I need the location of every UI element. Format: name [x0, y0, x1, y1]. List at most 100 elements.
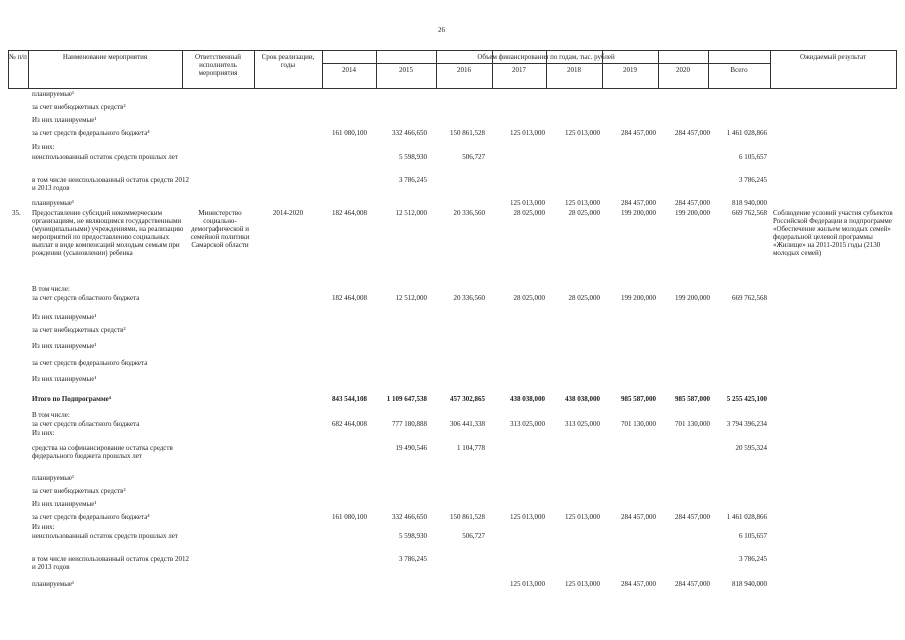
- cell-value: 20 595,324: [735, 444, 768, 452]
- table-line: [322, 50, 323, 88]
- row-responsible: Министерство социально-демографической и…: [190, 209, 250, 249]
- cell-value: 161 080,100: [332, 513, 367, 521]
- cell-value: 1 109 647,538: [386, 395, 427, 403]
- row-label: планируемые¹: [32, 474, 75, 482]
- row-label: за счет внебюджетных средств²: [32, 487, 126, 495]
- cell-value: 313 025,000: [565, 420, 600, 428]
- row-result: Соблюдение условий участия субъектов Рос…: [773, 209, 893, 257]
- row-label: Из них планируемые¹: [32, 500, 97, 508]
- row-label: за счет средств областного бюджета: [32, 294, 140, 302]
- table-line: [28, 50, 29, 88]
- row-label: Из них планируемые¹: [32, 116, 97, 124]
- row-label: Предоставление субсидий некоммерческим о…: [32, 209, 184, 257]
- row-label: за счет внебюджетных средств²: [32, 326, 126, 334]
- row-label: Из них планируемые¹: [32, 375, 97, 383]
- cell-value: 12 512,000: [395, 209, 428, 217]
- cell-value: 284 457,000: [675, 580, 710, 588]
- cell-value: 1 461 028,866: [726, 129, 767, 137]
- table-line: [8, 50, 897, 51]
- year-header: 2017: [512, 66, 526, 74]
- cell-value: 3 786,245: [739, 555, 767, 563]
- cell-value: 125 013,000: [510, 129, 545, 137]
- cell-value: 28 025,000: [568, 209, 601, 217]
- cell-value: 284 457,000: [621, 129, 656, 137]
- table-line: [492, 50, 493, 88]
- year-header: 2020: [676, 66, 690, 74]
- row-label: за счет внебюджетных средств²: [32, 103, 126, 111]
- table-line: [602, 50, 603, 88]
- cell-value: 125 013,000: [565, 199, 600, 207]
- year-header: 2019: [623, 66, 637, 74]
- cell-value: 125 013,000: [565, 513, 600, 521]
- cell-value: 199 200,000: [621, 294, 656, 302]
- cell-value: 199 200,000: [621, 209, 656, 217]
- row-label: неиспользованный остаток средств прошлых…: [32, 532, 178, 540]
- cell-value: 284 457,000: [621, 199, 656, 207]
- cell-value: 20 336,560: [453, 294, 486, 302]
- cell-value: 457 302,865: [450, 395, 485, 403]
- cell-value: 506,727: [462, 532, 485, 540]
- table-line: [436, 50, 437, 88]
- cell-value: 669 762,568: [732, 209, 767, 217]
- table-line: [182, 50, 183, 88]
- row-label: Из них планируемые¹: [32, 342, 97, 350]
- year-header: 2018: [567, 66, 581, 74]
- cell-value: 313 025,000: [510, 420, 545, 428]
- cell-value: 6 105,657: [739, 153, 767, 161]
- cell-value: 3 786,245: [739, 176, 767, 184]
- table-line: [8, 50, 9, 88]
- row-label: за счет средств федерального бюджета⁴: [32, 513, 150, 521]
- row-label: в том числе неиспользованный остаток сре…: [32, 176, 189, 192]
- cell-value: 818 940,000: [732, 580, 767, 588]
- row-label: Из них:: [32, 143, 55, 151]
- cell-value: 284 457,000: [621, 580, 656, 588]
- table-line: [896, 50, 897, 88]
- row-number: 35.: [12, 209, 21, 217]
- cell-value: 6 105,657: [739, 532, 767, 540]
- cell-value: 125 013,000: [565, 580, 600, 588]
- cell-value: 985 587,000: [675, 395, 710, 403]
- year-header: 2016: [457, 66, 471, 74]
- cell-value: 284 457,000: [675, 199, 710, 207]
- cell-value: 182 464,008: [332, 294, 367, 302]
- cell-value: 284 457,000: [675, 129, 710, 137]
- row-label: неиспользованный остаток средств прошлых…: [32, 153, 178, 161]
- table-line: [546, 50, 547, 88]
- cell-value: 125 013,000: [510, 199, 545, 207]
- year-header: 2015: [399, 66, 413, 74]
- row-label: В том числе:: [32, 411, 70, 419]
- row-label: за счет средств областного бюджета: [32, 420, 140, 428]
- row-label: Итого по Подпрограмме⁴: [32, 395, 111, 403]
- cell-value: 701 130,000: [675, 420, 710, 428]
- cell-value: 669 762,568: [732, 294, 767, 302]
- cell-value: 1 104,778: [457, 444, 485, 452]
- row-label: планируемые¹: [32, 90, 75, 98]
- row-label: в том числе неиспользованный остаток сре…: [32, 555, 189, 571]
- page-number: 26: [438, 26, 445, 34]
- row-label: Из них:: [32, 429, 55, 437]
- cell-value: 777 180,888: [392, 420, 427, 428]
- cell-value: 284 457,000: [621, 513, 656, 521]
- row-label: планируемые¹: [32, 580, 75, 588]
- table-line: [322, 63, 770, 64]
- header-cell: Наименование мероприятия: [62, 53, 148, 61]
- cell-value: 28 025,000: [568, 294, 601, 302]
- table-line: [658, 50, 659, 88]
- cell-value: 438 038,000: [565, 395, 600, 403]
- cell-value: 332 466,650: [392, 513, 427, 521]
- row-label: Из них:: [32, 523, 55, 531]
- row-label: за счет средств федерального бюджета: [32, 359, 148, 367]
- row-label: за счет средств федерального бюджета⁴: [32, 129, 150, 137]
- cell-value: 985 587,000: [621, 395, 656, 403]
- cell-value: 5 598,930: [399, 153, 427, 161]
- cell-value: 3 794 396,234: [726, 420, 767, 428]
- header-cell: Срок реализации, годы: [261, 53, 315, 69]
- cell-value: 125 013,000: [510, 513, 545, 521]
- cell-value: 438 038,000: [510, 395, 545, 403]
- cell-value: 3 786,245: [399, 555, 427, 563]
- cell-value: 28 025,000: [513, 209, 546, 217]
- row-label: планируемые¹: [32, 199, 75, 207]
- table-line: [8, 88, 897, 89]
- cell-value: 125 013,000: [565, 129, 600, 137]
- cell-value: 12 512,000: [395, 294, 428, 302]
